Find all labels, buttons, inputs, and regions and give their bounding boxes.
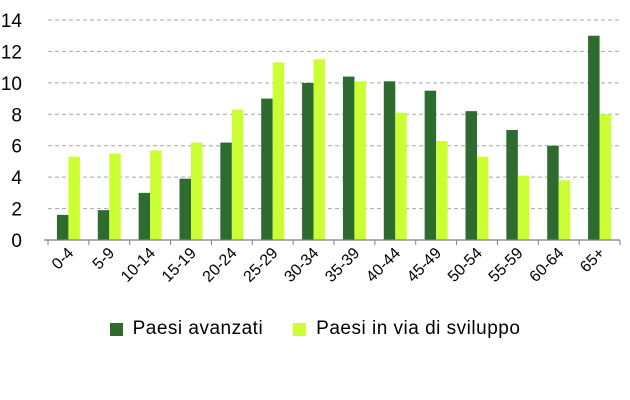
bar-series-2-50-54 <box>477 156 489 240</box>
bar-series-2-30-34 <box>313 59 326 241</box>
legend-label-series-1: Paesi avanzati <box>132 318 264 339</box>
legend-label-series-2: Paesi in via di sviluppo <box>316 318 521 339</box>
bar-series-1-5-9 <box>97 210 110 240</box>
gridlines <box>48 19 620 210</box>
bar-series-2-0-4 <box>68 156 80 240</box>
x-tick-label-10-14: 10-14 <box>118 245 159 286</box>
bar-series-1-65+ <box>588 35 600 240</box>
x-tick-label-25-29: 25-29 <box>241 245 282 286</box>
x-tick-label-15-19: 15-19 <box>159 245 200 286</box>
y-tick-label-14: 14 <box>1 11 23 32</box>
bar-series-1-15-19 <box>179 178 191 240</box>
bars <box>56 35 612 241</box>
legend: Paesi avanzati Paesi in via di sviluppo <box>0 318 630 340</box>
bar-series-1-0-4 <box>56 214 69 240</box>
bar-series-1-40-44 <box>383 81 396 241</box>
x-axis <box>44 239 621 245</box>
legend-item-series-2: Paesi in via di sviluppo <box>293 318 520 340</box>
y-tick-label-2: 2 <box>11 200 22 221</box>
x-axis-labels: 0-4 5-9 10-14 15-19 20-24 25-29 30-34 35-39 40-4… <box>49 245 609 286</box>
bar-series-2-25-29 <box>272 62 285 240</box>
bar-series-1-55-59 <box>506 130 518 240</box>
bar-series-2-65+ <box>599 114 612 240</box>
x-tick-label-50-54: 50-54 <box>445 245 486 286</box>
x-tick-label-40-44: 40-44 <box>363 245 404 286</box>
x-tick-label-45-49: 45-49 <box>404 245 445 286</box>
x-tick-label-20-24: 20-24 <box>200 245 241 286</box>
x-tick-label-55-59: 55-59 <box>486 245 527 286</box>
y-tick-label-8: 8 <box>11 105 22 126</box>
bar-series-1-10-14 <box>138 192 151 240</box>
x-tick-label-35-39: 35-39 <box>322 245 363 286</box>
y-tick-label-6: 6 <box>11 137 22 158</box>
bar-chart: 0 2 4 6 8 10 12 14 0-4 5-9 10-14 15-19 20-24 25-29 30… <box>1 11 621 286</box>
bar-series-2-45-49 <box>436 141 448 240</box>
legend-swatch-series-2 <box>293 322 307 336</box>
x-tick-label-65+: 65+ <box>577 245 608 276</box>
bar-series-2-15-19 <box>191 142 203 240</box>
x-tick-label-30-34: 30-34 <box>281 245 322 286</box>
legend-item-series-1: Paesi avanzati <box>109 318 264 340</box>
bar-series-2-5-9 <box>109 153 121 240</box>
bar-series-1-50-54 <box>465 111 477 241</box>
bar-series-1-25-29 <box>261 98 273 240</box>
x-tick-label-5-9: 5-9 <box>90 245 118 273</box>
bar-series-2-20-24 <box>231 109 244 240</box>
y-tick-label-4: 4 <box>11 168 22 189</box>
x-tick-label-60-64: 60-64 <box>527 245 568 286</box>
bar-series-1-20-24 <box>220 142 232 240</box>
bar-series-1-30-34 <box>302 82 314 240</box>
bar-series-2-35-39 <box>354 81 366 241</box>
bar-series-2-10-14 <box>150 150 162 240</box>
bar-series-1-35-39 <box>342 76 355 240</box>
bar-series-2-60-64 <box>558 180 571 240</box>
bar-series-2-40-44 <box>395 112 407 240</box>
legend-swatch-series-1 <box>109 322 123 336</box>
bar-series-2-55-59 <box>517 175 530 240</box>
y-tick-label-10: 10 <box>1 74 22 95</box>
bar-series-1-60-64 <box>547 145 559 240</box>
x-tick-label-0-4: 0-4 <box>49 245 77 273</box>
y-tick-label-0: 0 <box>11 231 22 252</box>
y-axis-labels: 0 2 4 6 8 10 12 14 <box>1 11 23 252</box>
y-tick-label-12: 12 <box>1 42 22 63</box>
bar-series-1-45-49 <box>424 90 437 240</box>
